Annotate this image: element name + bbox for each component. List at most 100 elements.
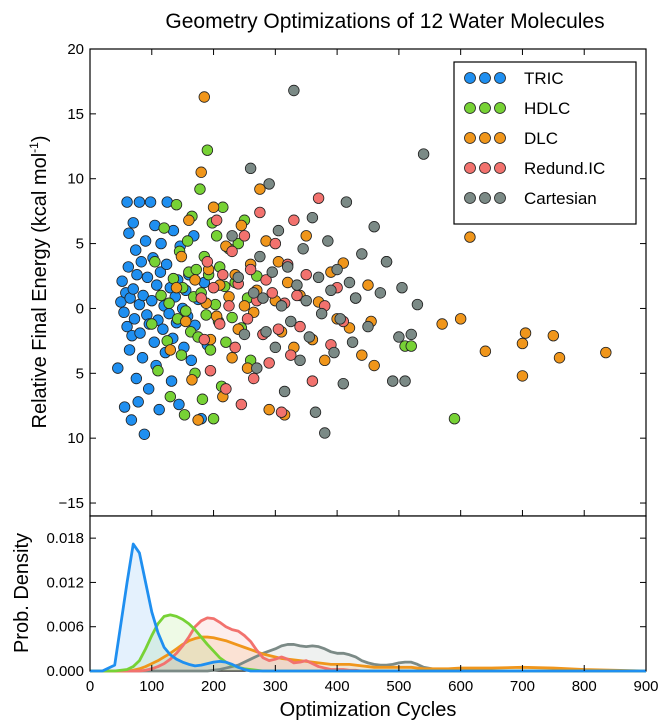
x-tick-label: 0 (86, 678, 94, 695)
scatter-y-tick-label: 5 (76, 365, 84, 382)
legend-marker (464, 162, 476, 174)
legend-marker (479, 162, 491, 174)
data-point (151, 279, 163, 291)
data-point (278, 385, 291, 398)
data-point (417, 148, 430, 160)
data-point (185, 354, 198, 367)
data-point (374, 287, 387, 299)
density-y-tick-label: 0.018 (46, 530, 84, 547)
data-point (368, 359, 380, 372)
data-point (116, 275, 128, 287)
data-point (272, 323, 285, 335)
data-point (248, 372, 260, 385)
data-point (141, 271, 154, 284)
data-point (194, 183, 206, 195)
scatter-points (112, 84, 612, 440)
data-point (226, 230, 238, 242)
data-point (337, 377, 349, 390)
data-point (312, 192, 325, 204)
density-panel: 0.000 0.006 0.012 0.018 Prob. Density (11, 515, 647, 680)
x-tick-label: 700 (510, 678, 535, 695)
data-point (170, 281, 183, 294)
data-point (112, 362, 124, 374)
legend-marker (464, 72, 476, 84)
data-point (226, 352, 238, 364)
data-point (235, 398, 248, 411)
data-point (198, 91, 210, 103)
data-point (343, 276, 356, 289)
data-point (165, 375, 178, 387)
data-point (600, 346, 612, 359)
series-tric (112, 196, 393, 440)
data-point (183, 214, 195, 226)
data-point (356, 349, 368, 361)
data-point (195, 166, 207, 178)
data-point (238, 300, 251, 312)
data-point (201, 256, 214, 268)
x-tick-label: 200 (201, 678, 226, 695)
data-point (226, 311, 238, 324)
scatter-y-ticks: −15 10 5 0 5 10 15 20 (59, 41, 646, 512)
data-point (285, 349, 297, 361)
data-point (291, 279, 303, 291)
legend-marker (494, 102, 506, 114)
data-point (238, 328, 251, 341)
data-point (362, 320, 374, 333)
data-point (263, 178, 275, 190)
data-point (122, 261, 135, 273)
data-point (207, 413, 220, 425)
data-point (244, 162, 257, 175)
data-point (288, 84, 300, 97)
data-point (164, 344, 177, 356)
data-point (178, 409, 191, 421)
data-point (123, 227, 135, 239)
data-point (192, 414, 204, 426)
data-point (272, 224, 285, 237)
data-point (155, 289, 167, 302)
data-point (411, 298, 424, 311)
data-point (254, 183, 266, 195)
data-point (133, 196, 146, 208)
data-point (519, 327, 532, 339)
data-point (198, 333, 210, 346)
scatter-y-axis-label-sup: -1 (27, 142, 41, 153)
data-point (190, 263, 202, 276)
data-point (201, 144, 214, 156)
density-y-tick-label: 0.012 (46, 574, 84, 591)
legend-label: Redund.IC (524, 159, 605, 178)
legend-marker (464, 192, 476, 204)
data-point (155, 237, 167, 250)
data-point (241, 313, 254, 325)
legend-entry: DLC (464, 129, 558, 148)
data-point (200, 309, 212, 321)
density-y-ticks: 0.000 0.006 0.012 0.018 (46, 530, 646, 680)
data-point (368, 221, 380, 233)
series-cartesian (226, 84, 430, 439)
data-point (260, 274, 272, 286)
data-point (158, 222, 170, 234)
data-point (204, 344, 217, 356)
legend-marker (494, 132, 506, 144)
data-point (118, 401, 131, 413)
data-point (254, 250, 266, 263)
density-line-cartesian (90, 643, 646, 673)
data-point (436, 318, 448, 330)
data-point (131, 269, 143, 281)
data-point (226, 245, 238, 258)
data-point (547, 329, 560, 342)
data-point (138, 428, 151, 440)
data-point (516, 337, 529, 350)
legend-entry: Redund.IC (464, 159, 605, 178)
data-point (135, 256, 147, 268)
data-point (235, 219, 248, 232)
data-point (285, 315, 297, 328)
data-point (300, 269, 312, 281)
data-point (180, 315, 192, 328)
data-point (232, 237, 244, 250)
legend-entry: Cartesian (464, 189, 597, 208)
data-point (186, 374, 198, 386)
legend: TRIC HDLC DLC Redund.IC Cartesian (453, 61, 637, 225)
data-point (164, 390, 177, 403)
legend-marker (494, 162, 506, 174)
data-point (399, 375, 411, 387)
